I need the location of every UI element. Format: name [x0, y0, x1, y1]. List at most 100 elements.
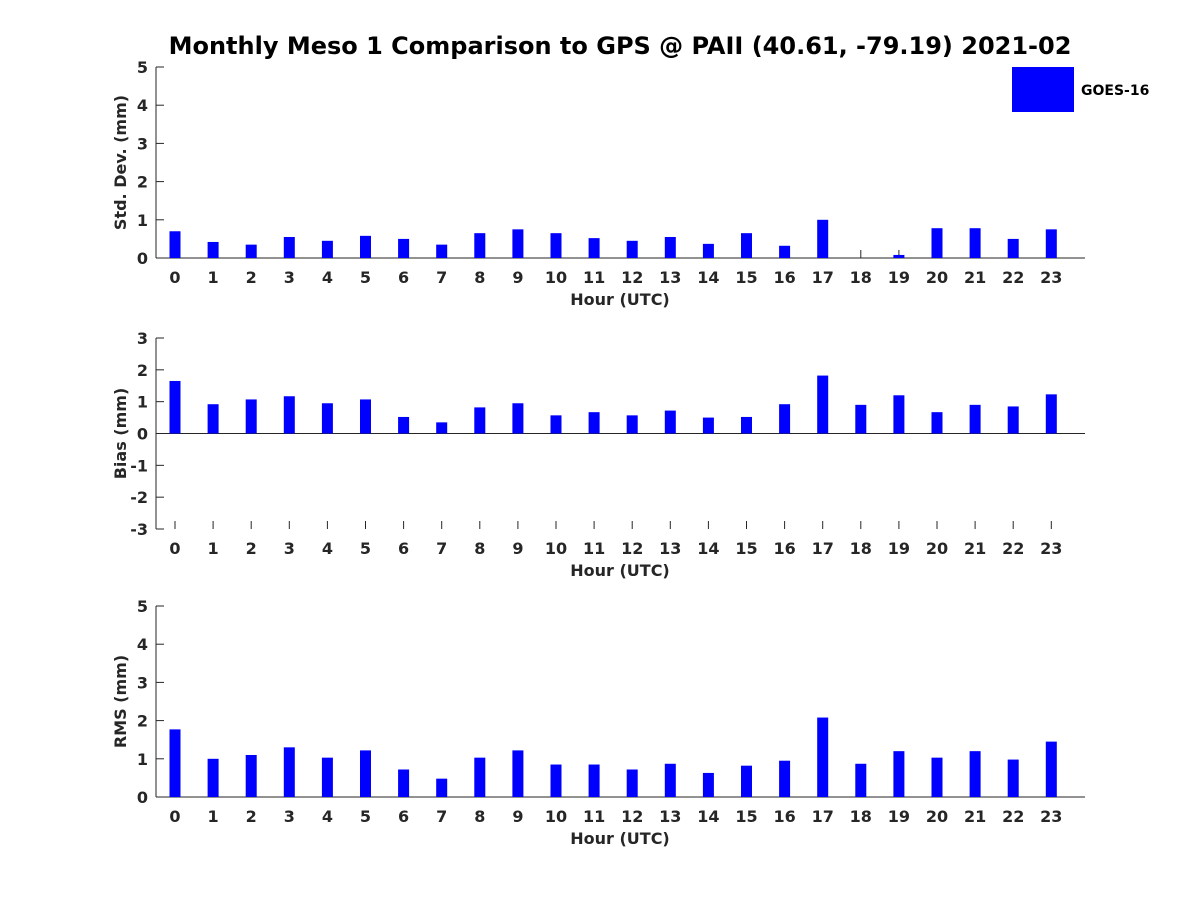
bar-5 [360, 399, 371, 434]
y-tick-label: 0 [137, 425, 148, 444]
bar-2 [245, 244, 257, 258]
bar-9 [512, 750, 524, 797]
x-tick-label: 1 [208, 539, 219, 558]
x-tick-label: 18 [850, 807, 872, 826]
bar-10 [550, 233, 562, 258]
y-tick-label: -2 [130, 488, 148, 507]
x-tick-label: 1 [208, 807, 219, 826]
bar-19 [893, 751, 905, 797]
x-tick-label: 18 [850, 268, 872, 287]
x-tick-label: 6 [398, 807, 409, 826]
x-tick-label: 21 [964, 539, 986, 558]
bar-1 [207, 404, 219, 434]
x-tick-label: 15 [735, 268, 757, 287]
bar-7 [436, 778, 448, 797]
bar-18 [855, 404, 867, 434]
bar-21 [969, 751, 981, 797]
x-axis-label: Hour (UTC) [570, 829, 670, 848]
bar-19 [893, 395, 905, 434]
x-tick-label: 18 [850, 539, 872, 558]
x-tick-label: 21 [964, 268, 986, 287]
x-tick-label: 4 [322, 539, 333, 558]
y-tick-label: 4 [137, 635, 148, 654]
x-tick-label: 8 [474, 539, 485, 558]
bar-3 [283, 396, 295, 434]
x-tick-label: 3 [284, 807, 295, 826]
x-tick-label: 20 [926, 539, 948, 558]
bar-12 [626, 415, 638, 434]
x-tick-label: 14 [697, 807, 719, 826]
x-tick-label: 2 [246, 807, 257, 826]
x-tick-label: 11 [583, 268, 605, 287]
x-tick-label: 22 [1002, 807, 1024, 826]
x-tick-label: 3 [284, 268, 295, 287]
bar-23 [1045, 741, 1057, 797]
x-tick-label: 17 [812, 268, 834, 287]
bar-16 [779, 760, 791, 797]
x-tick-label: 16 [773, 807, 795, 826]
x-tick-label: 12 [621, 807, 643, 826]
x-tick-label: 20 [926, 807, 948, 826]
bar-17 [817, 717, 829, 797]
bar-7 [436, 422, 448, 434]
x-tick-label: 13 [659, 539, 681, 558]
bar-19 [893, 254, 905, 258]
x-tick-label: 5 [360, 268, 371, 287]
x-tick-label: 10 [545, 539, 567, 558]
y-tick-label: 1 [137, 750, 148, 769]
x-tick-label: 12 [621, 268, 643, 287]
bar-11 [588, 764, 600, 797]
bar-13 [664, 763, 676, 797]
x-tick-label: 22 [1002, 539, 1024, 558]
x-tick-label: 19 [888, 807, 910, 826]
y-tick-label: 5 [137, 597, 148, 616]
x-tick-label: 20 [926, 268, 948, 287]
bar-16 [779, 404, 791, 434]
y-tick-label: 1 [137, 211, 148, 230]
x-tick-label: 19 [888, 268, 910, 287]
x-tick-label: 8 [474, 807, 485, 826]
y-tick-label: -1 [130, 456, 148, 475]
x-tick-label: 0 [169, 807, 180, 826]
bar-11 [588, 238, 600, 258]
y-tick-label: 3 [137, 134, 148, 153]
bar-0 [169, 231, 181, 258]
bar-11 [588, 412, 600, 434]
x-tick-label: 0 [169, 539, 180, 558]
figure-title: Monthly Meso 1 Comparison to GPS @ PAII … [169, 32, 1072, 60]
bar-21 [969, 228, 981, 258]
x-tick-label: 2 [246, 268, 257, 287]
x-tick-label: 12 [621, 539, 643, 558]
x-axis-label: Hour (UTC) [570, 561, 670, 580]
legend-label: GOES-16 [1081, 83, 1149, 99]
bar-3 [283, 236, 295, 258]
bar-2 [245, 754, 257, 797]
y-axis-label: RMS (mm) [111, 655, 130, 748]
y-tick-label: 0 [137, 249, 148, 268]
bar-20 [931, 412, 943, 434]
bar-6 [398, 769, 410, 797]
x-tick-label: 0 [169, 268, 180, 287]
bar-18 [855, 763, 867, 797]
bar-17 [817, 219, 829, 258]
x-tick-label: 23 [1040, 539, 1062, 558]
bar-14 [702, 243, 714, 258]
legend-swatch [1012, 67, 1074, 112]
y-tick-label: 3 [137, 673, 148, 692]
bar-14 [702, 772, 714, 797]
bar-8 [474, 407, 486, 434]
y-tick-label: 4 [137, 96, 148, 115]
bar-13 [664, 410, 676, 434]
bar-9 [512, 229, 524, 258]
bar-1 [207, 241, 219, 258]
x-tick-label: 13 [659, 807, 681, 826]
x-tick-label: 17 [812, 807, 834, 826]
bar-2 [245, 399, 257, 434]
y-tick-label: 0 [137, 788, 148, 807]
bar-20 [931, 757, 943, 797]
x-tick-label: 16 [773, 539, 795, 558]
bar-12 [626, 240, 638, 258]
bar-0 [169, 729, 181, 797]
x-tick-label: 21 [964, 807, 986, 826]
